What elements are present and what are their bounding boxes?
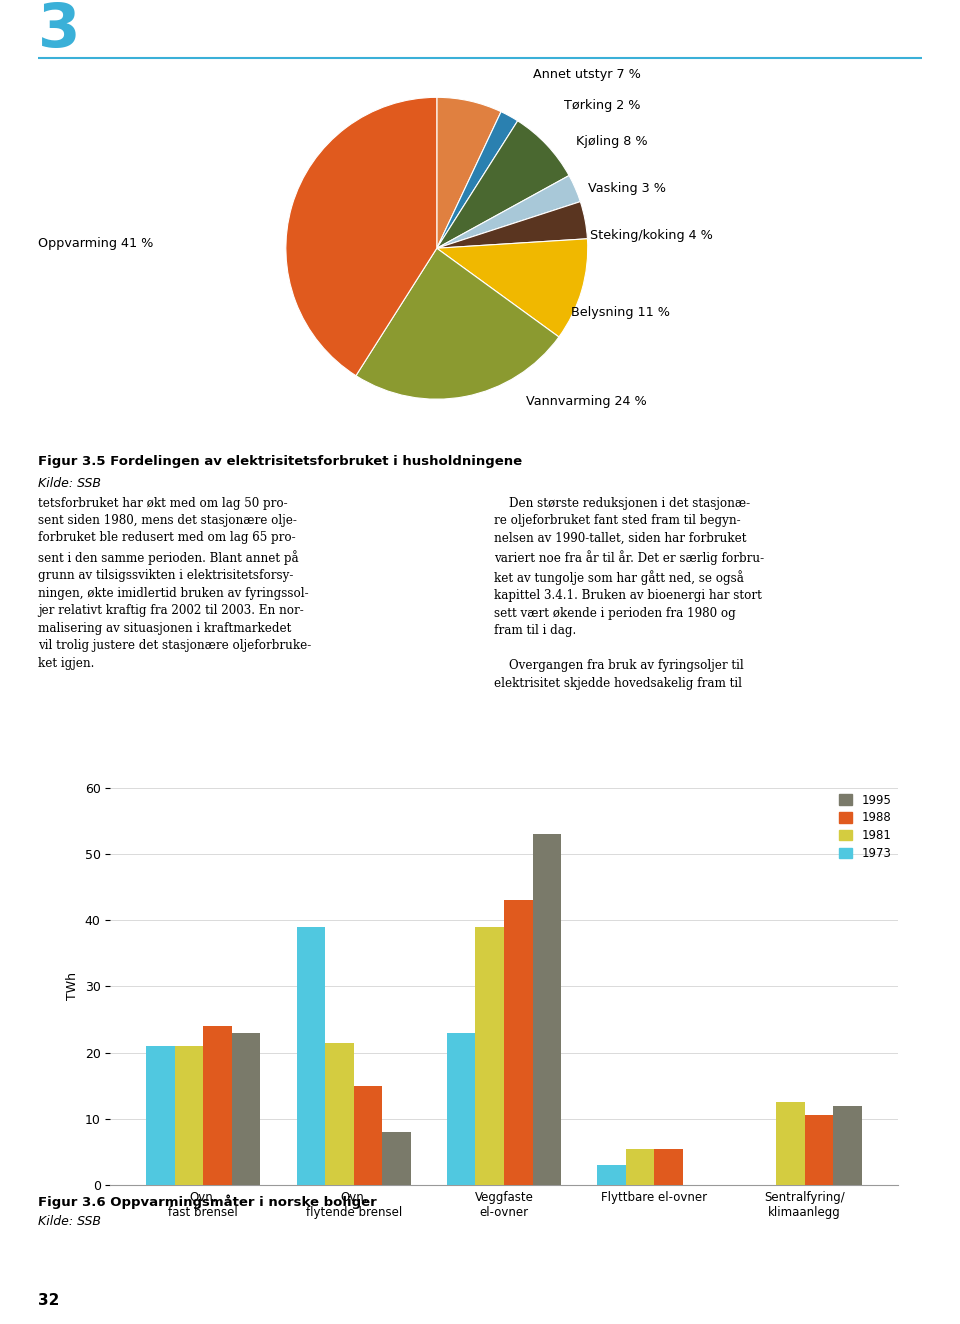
Wedge shape — [356, 249, 559, 399]
Bar — [353, 1086, 382, 1185]
Text: Vannvarming 24 %: Vannvarming 24 % — [526, 395, 647, 408]
Text: Kilde: SSB: Kilde: SSB — [38, 1215, 102, 1229]
Text: Kilde: SSB: Kilde: SSB — [38, 477, 102, 490]
Text: 3: 3 — [38, 1, 81, 60]
Bar — [804, 1115, 833, 1185]
Bar — [175, 1046, 204, 1185]
Bar — [325, 1043, 353, 1185]
Text: Figur 3.6 Oppvarmingsmåter i norske boliger: Figur 3.6 Oppvarmingsmåter i norske boli… — [38, 1194, 377, 1209]
Y-axis label: TWh: TWh — [66, 972, 79, 1001]
Text: Annet utstyr 7 %: Annet utstyr 7 % — [533, 68, 640, 81]
Bar — [382, 1132, 411, 1185]
Text: Tørking 2 %: Tørking 2 % — [564, 99, 641, 113]
Text: Belysning 11 %: Belysning 11 % — [571, 306, 670, 319]
Bar — [232, 1033, 260, 1185]
Bar — [146, 1046, 175, 1185]
Text: Vasking 3 %: Vasking 3 % — [588, 181, 665, 195]
Wedge shape — [437, 120, 569, 249]
Wedge shape — [437, 176, 581, 249]
Bar — [533, 834, 562, 1185]
Bar — [597, 1165, 626, 1185]
Text: Oppvarming 41 %: Oppvarming 41 % — [38, 237, 154, 250]
Bar — [297, 927, 325, 1185]
Wedge shape — [437, 98, 501, 249]
Bar — [833, 1106, 862, 1185]
Wedge shape — [286, 98, 437, 376]
Text: Den største reduksjonen i det stasjonæ-
re oljeforbruket fant sted fram til begy: Den største reduksjonen i det stasjonæ- … — [494, 496, 764, 690]
Bar — [776, 1102, 804, 1185]
Text: Kjøling 8 %: Kjøling 8 % — [576, 135, 648, 148]
Bar — [446, 1033, 475, 1185]
Text: Figur 3.5 Fordelingen av elektrisitetsforbruket i husholdningene: Figur 3.5 Fordelingen av elektrisitetsfo… — [38, 455, 522, 469]
Bar — [204, 1026, 232, 1185]
Bar — [626, 1149, 655, 1185]
Legend: 1995, 1988, 1981, 1973: 1995, 1988, 1981, 1973 — [839, 793, 892, 859]
Bar — [655, 1149, 683, 1185]
Text: tetsforbruket har økt med om lag 50 pro-
sent siden 1980, mens det stasjonære ol: tetsforbruket har økt med om lag 50 pro-… — [38, 496, 312, 670]
Bar — [475, 927, 504, 1185]
Text: 32: 32 — [38, 1294, 60, 1308]
Text: Steking/koking 4 %: Steking/koking 4 % — [590, 229, 713, 242]
Wedge shape — [437, 201, 588, 249]
Bar — [504, 900, 533, 1185]
Wedge shape — [437, 238, 588, 338]
Wedge shape — [437, 111, 517, 249]
